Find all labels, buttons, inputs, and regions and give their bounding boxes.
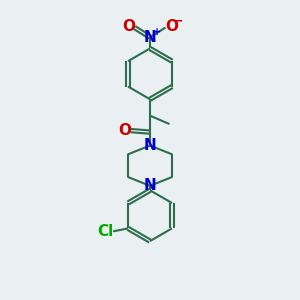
Text: N: N (144, 138, 156, 153)
Text: O: O (165, 19, 178, 34)
Text: Cl: Cl (98, 224, 114, 239)
Text: N: N (144, 30, 156, 45)
Text: N: N (144, 178, 156, 193)
Text: O: O (123, 19, 136, 34)
Text: +: + (152, 27, 160, 37)
Text: −: − (173, 14, 183, 28)
Text: O: O (118, 123, 131, 138)
